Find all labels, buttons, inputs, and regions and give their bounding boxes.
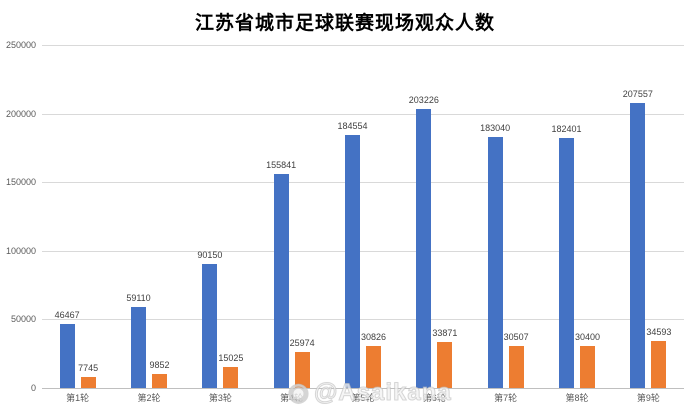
gridline (42, 250, 684, 252)
x-axis-label: 第3轮 (208, 393, 232, 403)
gridline (42, 45, 684, 46)
bar-orange-series (508, 346, 524, 388)
bar-value-label: 30507 (503, 332, 529, 343)
x-axis-label: 第4轮 (280, 393, 304, 403)
bar-orange-series (294, 352, 310, 388)
bar-blue-series (345, 134, 360, 388)
bar-orange-series (437, 341, 453, 388)
bar-value-label: 25974 (289, 338, 315, 349)
bar-blue-series (59, 324, 75, 388)
y-tick-label: 0 (30, 383, 36, 393)
bar-value-label: 15025 (218, 353, 244, 364)
gridline (42, 113, 684, 115)
bar-orange-series (152, 374, 167, 388)
bar-orange-series (651, 340, 667, 388)
bar-blue-series (416, 109, 432, 388)
y-tick-label: 100000 (5, 245, 36, 256)
bar-value-label: 30400 (574, 332, 601, 343)
y-tick-label: 150000 (5, 177, 36, 188)
bar-value-label: 46467 (54, 310, 80, 321)
x-axis-line (42, 388, 684, 389)
chart-title: 江苏省城市足球联赛现场观众人数 (194, 13, 495, 34)
bar-blue-series (487, 136, 503, 388)
bar-value-label: 59110 (126, 292, 151, 303)
bar-orange-series (366, 345, 381, 388)
bar-value-label: 33871 (432, 327, 458, 338)
bar-value-label: 30826 (360, 331, 387, 342)
bar-value-label: 183040 (480, 122, 511, 133)
bar-value-label: 7745 (78, 363, 99, 374)
x-axis-label: 第5轮 (351, 393, 375, 403)
y-tick-label: 50000 (10, 314, 36, 325)
bar-blue-series (131, 306, 146, 388)
watermark: ◉ @Asaikana (288, 378, 452, 407)
gridline (42, 319, 684, 321)
bar-orange-series (223, 367, 239, 388)
bar-value-label: 184554 (337, 120, 368, 131)
x-axis-label: 第7轮 (494, 393, 518, 403)
y-tick-label: 250000 (5, 40, 36, 50)
bar-blue-series (202, 264, 218, 388)
bar-value-label: 155841 (266, 160, 297, 171)
x-axis-label: 第6轮 (422, 393, 446, 403)
x-axis-label: 第1轮 (66, 393, 90, 403)
bar-value-label: 203226 (408, 95, 439, 106)
x-axis-label: 第2轮 (137, 393, 161, 403)
bar-value-label: 182401 (551, 123, 582, 134)
bar-value-label: 90150 (197, 250, 223, 261)
bar-orange-series (580, 346, 595, 388)
bar-blue-series (273, 174, 289, 388)
bar-value-label: 207557 (622, 89, 653, 100)
x-axis-label: 第9轮 (636, 393, 660, 403)
watermark-logo-icon: ◉ (288, 379, 310, 407)
y-tick-label: 200000 (5, 108, 36, 119)
bar-value-label: 9852 (149, 360, 170, 371)
gridline (42, 182, 684, 184)
bar-blue-series (559, 137, 574, 388)
bar-blue-series (630, 103, 646, 388)
watermark-text: @Asaikana (313, 378, 452, 406)
bar-value-label: 34593 (646, 326, 672, 337)
bar-orange-series (80, 377, 96, 388)
x-axis-label: 第8轮 (565, 393, 589, 403)
